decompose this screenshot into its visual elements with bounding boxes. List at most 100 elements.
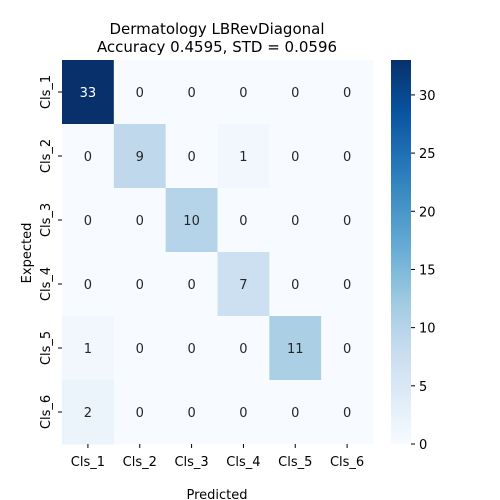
y-tick-label: Cls_3	[39, 203, 54, 237]
colorbar-tick-label: 5	[419, 380, 427, 395]
heatmap-cell	[113, 188, 167, 253]
cell-value-label: 0	[291, 214, 299, 229]
heatmap-cell	[269, 60, 322, 125]
heatmap-cell	[217, 380, 270, 445]
heatmap-cell	[217, 60, 270, 125]
cell-value-label: 1	[239, 150, 247, 165]
cell-value-label: 0	[343, 342, 351, 357]
y-tick-label: Cls_4	[39, 267, 54, 301]
cell-value-label: 7	[239, 278, 247, 293]
x-tick-labels: Cls_1 Cls_2 Cls_3 Cls_4 Cls_5 Cls_6	[71, 444, 364, 470]
heatmap-cells: 33 0 0 0 0 00 9 0 1 0 00 0 10 0 0 00 0 0 7 0 01 0 0 0 11 02 0 0 0 0 0	[62, 60, 374, 445]
cell-value-label: 0	[84, 278, 92, 293]
cell-value-label: 11	[287, 342, 304, 357]
cell-value-label: 0	[187, 278, 195, 293]
colorbar-tick-label: 0	[419, 438, 427, 453]
heatmap-cell	[321, 252, 374, 317]
cell-value-label: 0	[136, 342, 144, 357]
y-tick-label: Cls_6	[39, 395, 54, 429]
cell-value-label: 0	[239, 406, 247, 421]
heatmap-cell	[321, 380, 374, 445]
y-tick-labels: Cls_1 Cls_2 Cls_3 Cls_4 Cls_5 Cls_6	[39, 75, 62, 429]
heatmap-cell	[217, 188, 270, 253]
heatmap-cell	[62, 252, 115, 317]
cell-value-label: 0	[136, 406, 144, 421]
x-axis-label: Predicted	[186, 488, 247, 500]
chart-subtitle: Accuracy 0.4595, STD = 0.0596	[97, 38, 337, 56]
cell-value-label: 0	[187, 150, 195, 165]
colorbar	[391, 60, 411, 444]
cell-value-label: 0	[343, 406, 351, 421]
cell-value-label: 1	[84, 342, 92, 357]
cell-value-label: 9	[136, 150, 144, 165]
heatmap-cell	[165, 252, 218, 317]
y-tick-label: Cls_5	[39, 331, 54, 365]
x-tick-label: Cls_1	[71, 455, 105, 470]
cell-value-label: 0	[291, 86, 299, 101]
heatmap-cell	[62, 60, 115, 125]
cell-value-label: 0	[136, 214, 144, 229]
heatmap-cell	[165, 380, 218, 445]
heatmap-cell	[165, 188, 218, 253]
x-tick-label: Cls_3	[174, 455, 208, 470]
heatmap-cell	[62, 188, 115, 253]
heatmap-cell	[165, 60, 218, 125]
colorbar-tick-label: 25	[419, 147, 436, 162]
cell-value-label: 0	[84, 150, 92, 165]
heatmap-cell	[113, 60, 167, 125]
cell-value-label: 0	[239, 342, 247, 357]
x-tick-label: Cls_2	[123, 455, 157, 470]
cell-value-label: 0	[343, 278, 351, 293]
cell-value-label: 0	[187, 342, 195, 357]
cell-value-label: 0	[343, 150, 351, 165]
cell-value-label: 0	[343, 86, 351, 101]
cell-value-label: 0	[136, 86, 144, 101]
cell-value-label: 0	[239, 86, 247, 101]
heatmap-cell	[113, 124, 167, 189]
heatmap-cell	[62, 124, 115, 189]
cell-value-label: 0	[136, 278, 144, 293]
x-tick-label: Cls_6	[330, 455, 364, 470]
cell-value-label: 0	[187, 86, 195, 101]
heatmap-cell	[165, 124, 218, 189]
colorbar-tick-label: 30	[419, 89, 436, 104]
heatmap-cell	[113, 380, 167, 445]
cell-value-label: 0	[84, 214, 92, 229]
heatmap-cell	[217, 124, 270, 189]
heatmap-cell	[269, 252, 322, 317]
cell-value-label: 2	[84, 406, 92, 421]
heatmap-cell	[321, 316, 374, 381]
heatmap-cell	[269, 316, 322, 381]
heatmap-cell	[165, 316, 218, 381]
cell-value-label: 0	[343, 214, 351, 229]
cell-value-label: 33	[80, 86, 97, 101]
colorbar-ticks: 0 5 10 15 20 25 30	[411, 89, 436, 453]
cell-value-label: 0	[291, 278, 299, 293]
heatmap-cell	[321, 188, 374, 253]
heatmap-cell	[321, 124, 374, 189]
heatmap-cell	[62, 316, 115, 381]
cell-value-label: 0	[291, 150, 299, 165]
y-axis-label: Expected	[20, 223, 35, 284]
cell-value-label: 10	[183, 214, 200, 229]
colorbar-tick-label: 15	[419, 263, 436, 278]
heatmap-cell	[321, 60, 374, 125]
heatmap-cell	[269, 188, 322, 253]
y-tick-label: Cls_2	[39, 139, 54, 173]
x-tick-label: Cls_4	[226, 455, 260, 470]
chart-title: Dermatology LBRevDiagonal	[109, 20, 324, 38]
cell-value-label: 0	[239, 214, 247, 229]
x-tick-label: Cls_5	[278, 455, 312, 470]
heatmap-cell	[269, 380, 322, 445]
cell-value-label: 0	[187, 406, 195, 421]
y-tick-label: Cls_1	[39, 75, 54, 109]
heatmap-cell	[113, 316, 167, 381]
heatmap-cell	[217, 316, 270, 381]
colorbar-tick-label: 10	[419, 322, 436, 337]
heatmap-cell	[269, 124, 322, 189]
heatmap-cell	[113, 252, 167, 317]
heatmap-cell	[62, 380, 115, 445]
heatmap-cell	[217, 252, 270, 317]
colorbar-tick-label: 20	[419, 205, 436, 220]
